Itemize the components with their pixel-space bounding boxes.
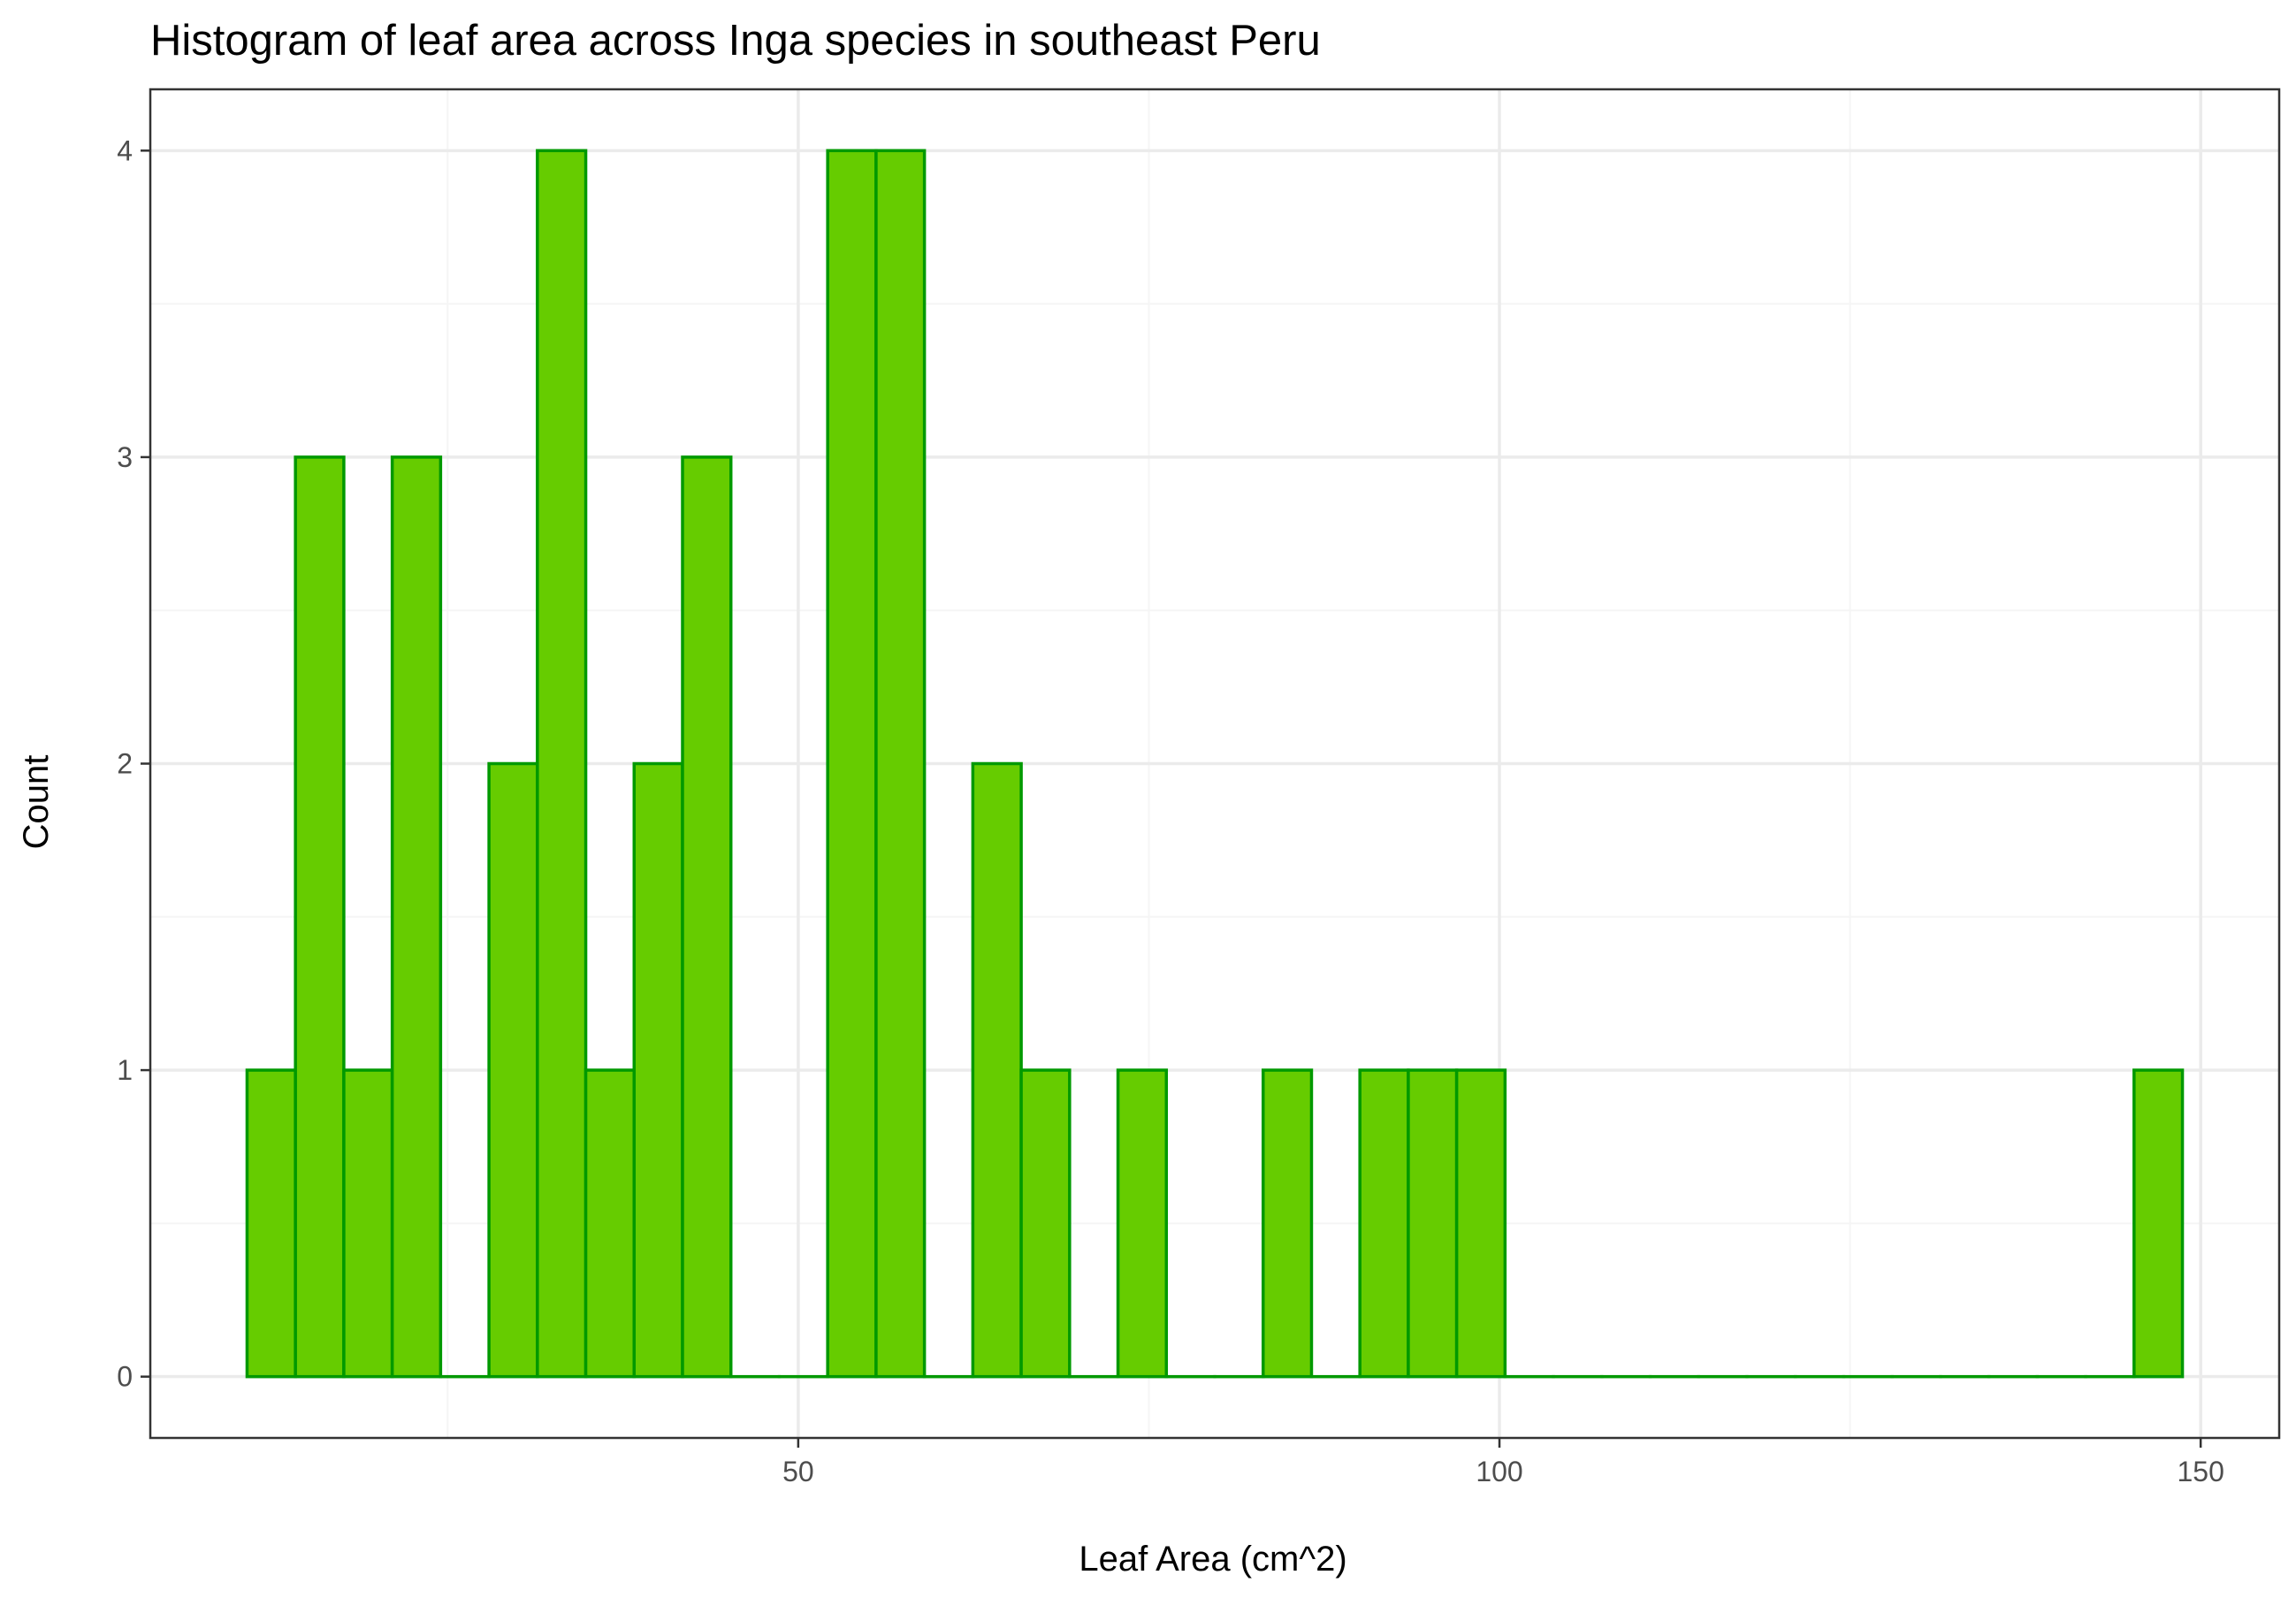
y-tick-label: 4 [117, 134, 133, 166]
histogram-bar [1358, 1068, 1410, 1379]
histogram-bar [584, 1068, 637, 1379]
histogram-bar [1407, 1068, 1459, 1379]
y-tick-label: 2 [117, 748, 133, 780]
x-tick-label: 150 [2177, 1456, 2224, 1487]
histogram-bar [1019, 1068, 1072, 1379]
histogram-bar [245, 1068, 297, 1379]
x-tick-label: 50 [782, 1456, 814, 1487]
histogram-bar [971, 761, 1023, 1379]
histogram-bar [487, 761, 539, 1379]
histogram-bar [632, 761, 684, 1379]
y-tick-label: 0 [117, 1361, 133, 1393]
chart-title: Histogram of leaf area across Inga speci… [150, 17, 1321, 65]
histogram-bar [2132, 1068, 2185, 1379]
histogram-bars [245, 149, 2185, 1379]
histogram-bar [294, 455, 346, 1379]
y-axis: 0 1 2 3 4 [117, 134, 150, 1393]
histogram-bar [342, 1068, 394, 1379]
x-tick-label: 100 [1476, 1456, 1522, 1487]
histogram-bar [1261, 1068, 1314, 1379]
histogram-bar [826, 149, 878, 1379]
histogram-bar [1454, 1068, 1507, 1379]
y-axis-title: Count [17, 755, 56, 850]
y-tick-label: 3 [117, 441, 133, 473]
x-axis-title: Leaf Area (cm^2) [1079, 1540, 1346, 1579]
histogram-bar [536, 149, 588, 1379]
y-tick-label: 1 [117, 1054, 133, 1086]
x-axis: 50 100 150 [782, 1438, 2224, 1487]
histogram-bar [1116, 1068, 1169, 1379]
histogram-bar [874, 149, 927, 1379]
histogram-bar [681, 455, 733, 1379]
histogram-bar [390, 455, 443, 1379]
